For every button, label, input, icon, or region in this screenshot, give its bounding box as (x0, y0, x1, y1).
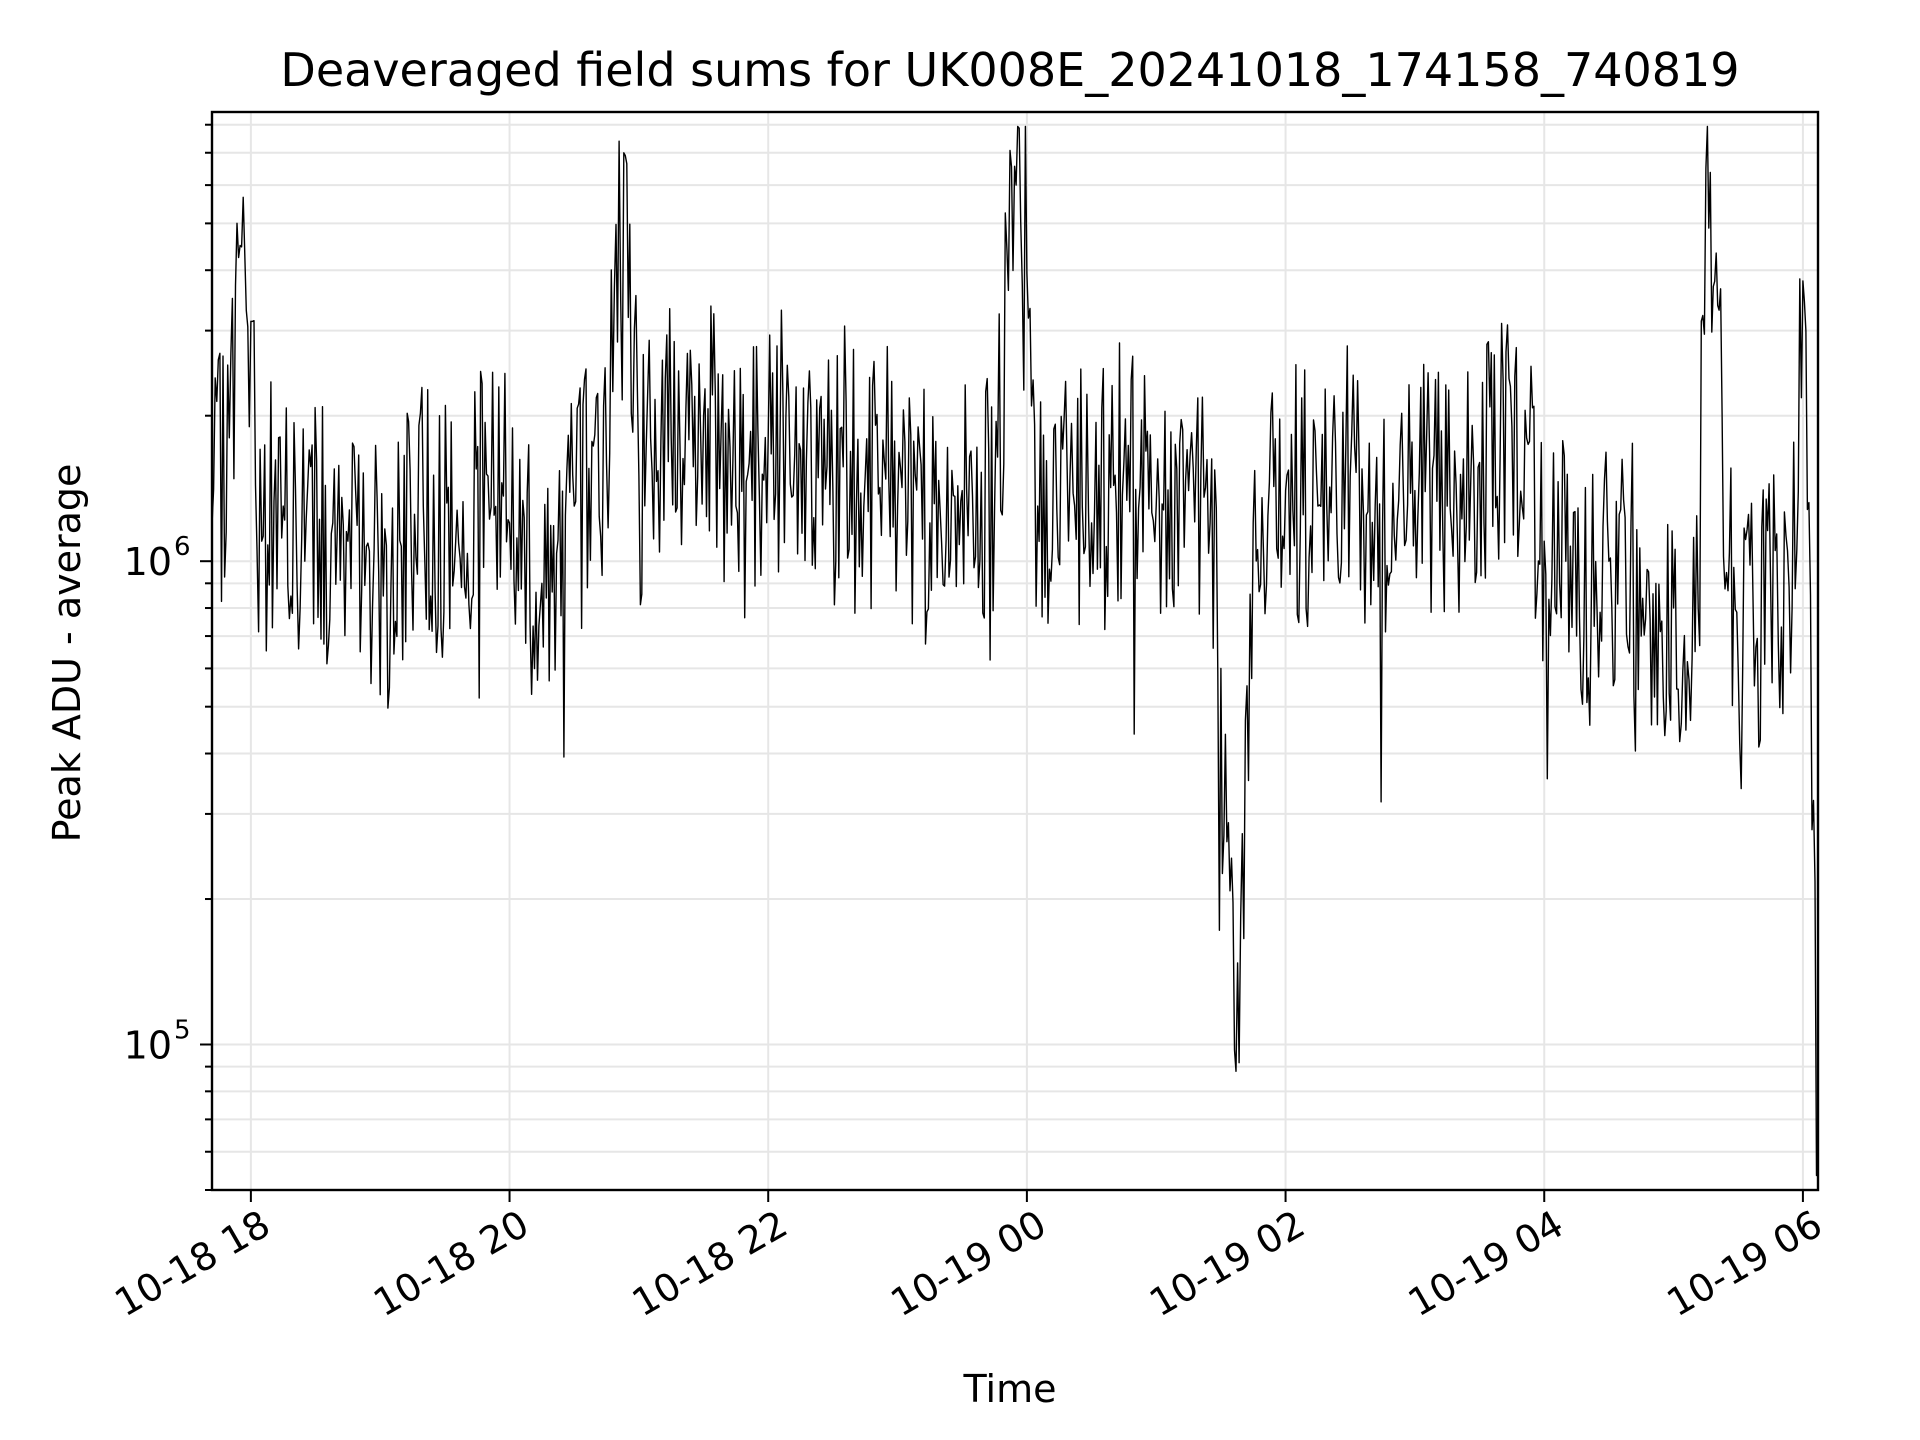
chart-title: Deaveraged field sums for UK008E_2024101… (280, 43, 1739, 97)
x-axis-label: Time (963, 1367, 1057, 1411)
plot-frame (210, 110, 1820, 1192)
axes (210, 110, 1820, 1192)
y-axis-label: Peak ADU - average (45, 464, 89, 843)
series-line (211, 125, 1819, 1177)
x-tick-label: 10-18 18 (107, 1202, 277, 1326)
data-series (211, 125, 1819, 1177)
x-tick-label: 10-19 02 (1142, 1202, 1312, 1326)
x-tick-label: 10-19 04 (1401, 1202, 1571, 1326)
x-tick-label: 10-19 06 (1659, 1202, 1829, 1326)
grid (212, 112, 1818, 1191)
x-tick-label: 10-18 20 (366, 1202, 536, 1326)
y-tick-label: 10 (124, 1024, 172, 1068)
x-tick-label: 10-18 22 (625, 1202, 795, 1326)
y-tick-exponent: 5 (174, 1016, 191, 1046)
y-tick-label: 10 (124, 540, 172, 584)
x-tick-label: 10-19 00 (883, 1202, 1053, 1326)
ticks: 10-18 18 10-18 20 10-18 22 10-19 00 10-19 02… (107, 123, 1829, 1326)
y-tick-exponent: 6 (174, 532, 191, 562)
